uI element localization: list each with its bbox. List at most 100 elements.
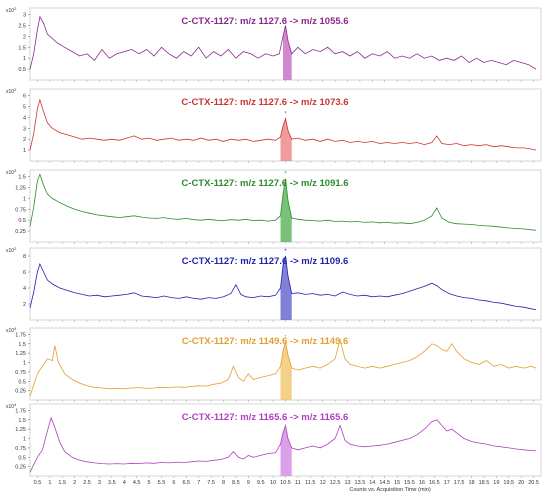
chromatogram-trace [29,98,537,151]
y-tick-label: 0.5 [18,455,26,461]
x-tick-label: 20.5 [528,480,539,486]
y-tick-label: 5 [23,104,26,110]
panel-title: C-CTX-1127: m/z 1127.6 -> m/z 1109.6 [182,256,349,267]
y-tick-label: 0.5 [18,379,26,385]
x-tick-label: 7.5 [207,480,215,486]
chromatogram-trace [29,173,537,231]
x-tick-label: 17 [444,480,450,486]
y-tick-label: 4 [23,115,26,121]
chromatogram-trace [29,15,537,70]
y-exponent-label: x103 [6,168,17,176]
x-tick-label: 19 [493,480,499,486]
y-tick-label: 0.75 [15,370,26,376]
y-exponent-label: x102 [6,87,17,95]
peak-area [280,118,292,161]
chromatogram-panel-3: x103 0.25 0.5 0.75 1 1.25 1.5 *C-CTX-1127: m/z … [6,168,542,244]
x-tick-label: 2.5 [83,480,91,486]
y-tick-label: 0.25 [15,229,26,235]
chromatogram-panel-5: x104 0.25 0.5 0.75 1 1.25 1.5 1.75 *C-CTX-1127: … [6,326,542,402]
y-tick-label: 1 [23,437,26,443]
x-tick-label: 4.5 [133,480,141,486]
x-tick-label: 18.5 [479,480,490,486]
y-tick-label: 1 [23,56,26,62]
x-tick-label: 13 [344,480,350,486]
x-tick-label: 13.5 [355,480,366,486]
chromatogram-trace [29,416,537,473]
panel-title: C-CTX-1127: m/z 1127.6 -> m/z 1091.6 [181,178,348,189]
peak-marker: * [284,418,287,424]
y-tick-label: 1 [23,148,26,154]
y-tick-label: 2 [23,137,26,143]
y-tick-label: 6 [23,270,26,276]
peak-marker: * [284,335,287,341]
x-axis-label: Counts vs. Acquisition Time (min) [349,487,430,493]
y-tick-label: 2.5 [18,23,26,29]
peak-marker: * [284,18,287,24]
y-exponent-label: x104 [6,326,17,334]
y-tick-label: 4 [23,286,26,292]
chromatogram-trace [29,255,537,310]
x-tick-label: 16.5 [429,480,440,486]
y-tick-label: 1.5 [18,418,26,424]
panel-title: C-CTX-1127: m/z 1165.6 -> m/z 1165.6 [182,412,349,423]
x-tick-label: 16 [419,480,425,486]
x-tick-label: 14 [369,480,375,486]
chromatogram-trace [29,338,537,397]
x-tick-label: 7 [197,480,200,486]
x-tick-label: 6.5 [182,480,190,486]
x-tick-label: 3 [98,480,101,486]
x-tick-label: 4 [123,480,126,486]
x-tick-label: 12 [320,480,326,486]
y-exponent-label: x104 [6,402,17,410]
y-tick-label: 3 [23,13,26,19]
panel-title: C-CTX-1127: m/z 1127.6 -> m/z 1073.6 [181,97,348,108]
x-tick-label: 0.5 [34,480,42,486]
peak-area [280,341,292,400]
x-tick-label: 18 [468,480,474,486]
y-tick-label: 1 [23,361,26,367]
peak-marker: * [284,111,287,117]
y-tick-label: 1.5 [18,45,26,51]
x-tick-label: 5 [148,480,151,486]
panel-title: C-CTX-1127: m/z 1149.6 -> m/z 1149.6 [182,336,349,347]
chromatogram-panel-1: x102 0.5 1 1.5 2 2.5 3 *C-CTX-1127: m/z 1127.6 … [6,6,542,82]
y-tick-label: 1.5 [18,342,26,348]
x-tick-label: 11 [295,480,301,486]
x-tick-label: 9.5 [257,480,265,486]
peak-area [283,25,292,80]
y-tick-label: 1.25 [15,427,26,433]
y-tick-label: 0.5 [18,218,26,224]
y-tick-label: 8 [23,254,26,260]
x-tick-label: 5.5 [158,480,166,486]
chromatogram-panel-4: x102 2 4 6 8 *C-CTX-1127: m/z 1127.6 -> m/z 1… [6,246,542,322]
x-tick-label: 3.5 [108,480,116,486]
x-tick-label: 1 [48,480,51,486]
x-tick-label: 8 [222,480,225,486]
peak-area [280,425,292,476]
x-tick-label: 15 [394,480,400,486]
y-tick-label: 1.25 [15,185,26,191]
x-tick-label: 8.5 [232,480,240,486]
y-tick-label: 1.5 [18,175,26,181]
y-tick-label: 1 [23,196,26,202]
y-tick-label: 3 [23,126,26,132]
y-tick-label: 0.5 [18,67,26,73]
x-tick-label: 1.5 [58,480,66,486]
peak-marker: * [284,172,287,178]
x-tick-label: 2 [73,480,76,486]
panel-title: C-CTX-1127: m/z 1127.6 -> m/z 1055.6 [181,16,348,27]
x-tick-label: 10 [270,480,276,486]
y-tick-label: 0.25 [15,389,26,395]
x-tick-label: 20 [518,480,524,486]
x-tick-label: 15.5 [404,480,415,486]
y-tick-label: 1.25 [15,351,26,357]
chromatogram-panel-2: x102 1 2 3 4 5 6 * C-CTX-1127: m/z 1127.6 -> m/z… [6,87,542,163]
y-exponent-label: x102 [6,6,17,14]
y-tick-label: 2 [23,302,26,308]
y-tick-label: 0.75 [15,207,26,213]
y-exponent-label: x102 [6,246,17,254]
y-tick-label: 1.75 [15,332,26,338]
y-tick-label: 1.75 [15,408,26,414]
